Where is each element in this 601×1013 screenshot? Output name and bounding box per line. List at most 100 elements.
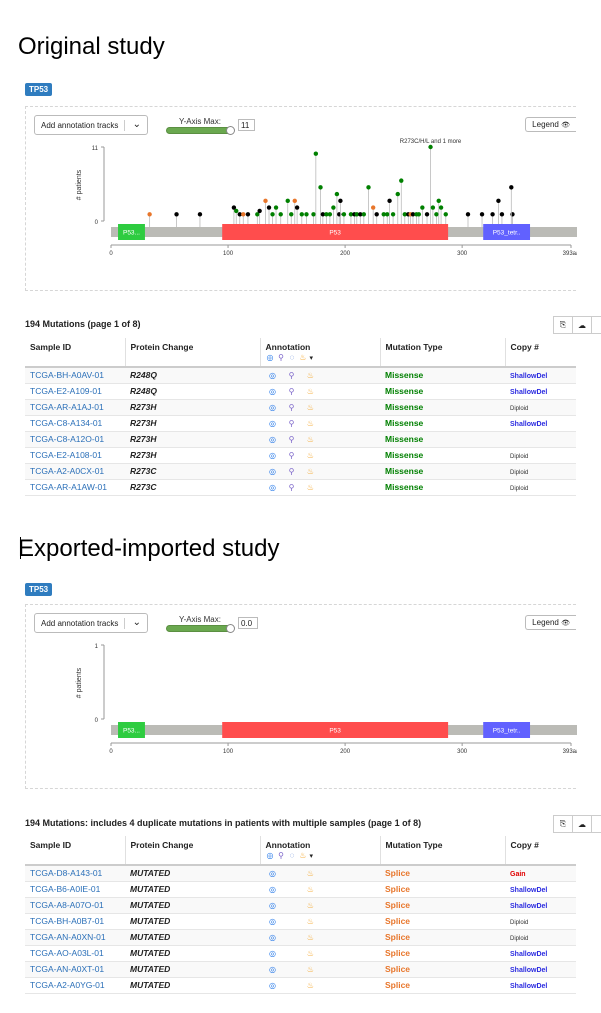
lollipop-head[interactable] [509, 185, 514, 190]
lollipop-head[interactable] [294, 205, 300, 210]
sample-id-link[interactable]: TCGA-A2-A0CX-01 [25, 463, 125, 480]
lollipop-head[interactable] [370, 205, 376, 210]
sample-id-link[interactable]: TCGA-C8-A134-01 [25, 415, 125, 432]
lollipop-head[interactable] [304, 212, 309, 217]
hot-icon[interactable]: ♨ [306, 387, 315, 396]
table-row[interactable]: TCGA-AO-A03L-01 MUTATED ◎ ♨ Splice ShallowDel [25, 945, 576, 962]
hot-icon[interactable]: ♨ [306, 949, 315, 958]
lollipop-head[interactable] [348, 212, 354, 217]
protein-change-header[interactable]: Protein Change [124, 836, 260, 866]
lollipop-head[interactable] [270, 212, 275, 217]
y-axis-max-input[interactable]: 11 [238, 119, 255, 131]
lollipop-head[interactable] [434, 212, 439, 217]
copy-button[interactable]: ⎘ [553, 815, 573, 833]
oncokb-icon[interactable]: ◎ [269, 483, 276, 492]
mutation-type-header[interactable]: Mutation Type [379, 836, 505, 866]
sample-id-link[interactable]: TCGA-E2-A109-01 [25, 383, 125, 400]
protein-domain[interactable] [118, 722, 145, 738]
myvariant-icon[interactable]: ◌ [289, 353, 295, 362]
lollipop-head[interactable] [366, 185, 371, 190]
oncokb-icon[interactable]: ◎ [269, 885, 276, 894]
lollipop-head[interactable] [395, 191, 400, 197]
sample-id-link[interactable]: TCGA-A2-A0YG-01 [25, 977, 125, 994]
lollipop-head[interactable] [499, 212, 505, 217]
civic-icon[interactable]: ⚲ [278, 851, 284, 860]
table-row[interactable]: TCGA-C8-A134-01 R273H ◎ ⚲ ♨ Missense ShallowDe… [25, 415, 576, 432]
hot-icon[interactable]: ♨ [306, 451, 315, 460]
hot-icon[interactable]: ♨ [306, 965, 315, 974]
annotation-tracks-select[interactable]: Add annotation tracks ⌄ [34, 115, 148, 135]
table-row[interactable]: TCGA-AR-A1AW-01 R273C ◎ ⚲ ♨ Missense Diploid [25, 479, 576, 496]
oncokb-icon[interactable]: ◎ [269, 435, 276, 444]
lollipop-head[interactable] [424, 212, 430, 217]
lollipop-head[interactable] [479, 212, 485, 217]
lollipop-head[interactable] [147, 212, 152, 217]
hot-icon[interactable]: ♨ [306, 371, 315, 381]
sample-id-link[interactable]: TCGA-BH-A0AV-01 [25, 367, 125, 384]
hot-icon[interactable]: ♨ [306, 483, 315, 492]
protein-domain[interactable] [483, 224, 531, 240]
hot-icon[interactable]: ♨ [306, 403, 315, 412]
sample-id-header[interactable]: Sample ID [25, 836, 125, 866]
protein-change-header[interactable]: Protein Change [124, 338, 260, 368]
hot-icon[interactable]: ♨ [306, 981, 315, 990]
lollipop-head[interactable] [420, 205, 425, 210]
lollipop-head[interactable] [257, 208, 262, 214]
lollipop-head[interactable] [341, 212, 347, 217]
lollipop-head[interactable] [318, 185, 323, 190]
protein-domain[interactable] [222, 722, 449, 738]
sample-id-header[interactable]: Sample ID [25, 338, 125, 368]
lollipop-head[interactable] [390, 212, 396, 217]
lollipop-head[interactable] [234, 208, 239, 214]
oncokb-icon[interactable]: ◎ [266, 851, 274, 860]
slider-handle[interactable] [226, 624, 235, 633]
lollipop-head[interactable] [334, 191, 340, 197]
protein-domain[interactable] [483, 722, 531, 738]
lollipop-head[interactable] [197, 212, 203, 217]
lollipop-head[interactable] [496, 198, 501, 204]
lollipop-head[interactable] [354, 212, 360, 217]
lollipop-head[interactable] [465, 212, 471, 217]
copy-number-header[interactable]: Copy # [504, 836, 576, 866]
table-row[interactable]: TCGA-C8-A12O-01 R273H ◎ ⚲ ♨ Missense [25, 431, 576, 448]
sample-id-link[interactable]: TCGA-B6-A0IE-01 [25, 881, 125, 898]
copy-number-header[interactable]: Copy # [504, 338, 576, 368]
legend-button[interactable]: Legend 👁 [525, 615, 576, 630]
annotation-header[interactable]: Annotation ◎ ⚲ ◌ ♨ ▾ [259, 338, 380, 368]
chevron-down-icon[interactable]: ⌄ [132, 617, 141, 628]
hot-icon[interactable]: ♨ [306, 419, 315, 428]
hot-icon[interactable]: ♨ [306, 901, 315, 910]
columns-button[interactable] [591, 316, 601, 334]
protein-domain[interactable] [118, 224, 145, 240]
hot-icon[interactable]: ♨ [299, 353, 307, 362]
oncokb-icon[interactable]: ◎ [269, 451, 276, 460]
sample-id-link[interactable]: TCGA-C8-A12O-01 [25, 431, 125, 448]
hot-icon[interactable]: ♨ [306, 467, 315, 476]
lollipop-head[interactable] [387, 198, 392, 204]
table-row[interactable]: TCGA-AR-A1AJ-01 R273H ◎ ⚲ ♨ Missense Diploid [25, 399, 576, 416]
y-axis-max-slider[interactable] [166, 127, 234, 134]
gene-badge[interactable]: TP53 [25, 583, 53, 596]
civic-icon[interactable]: ⚲ [288, 419, 295, 428]
oncokb-icon[interactable]: ◎ [269, 901, 276, 910]
lollipop-head[interactable] [428, 144, 433, 150]
chevron-down-icon[interactable]: ⌄ [132, 119, 141, 130]
lollipop-head[interactable] [358, 212, 363, 217]
table-row[interactable]: TCGA-BH-A0AV-01 R248Q ◎ ⚲ ♨ Missense ShallowDe… [25, 367, 576, 384]
sample-id-link[interactable]: TCGA-BH-A0B7-01 [25, 913, 125, 930]
oncokb-icon[interactable]: ◎ [269, 965, 276, 974]
lollipop-head[interactable] [402, 212, 407, 217]
hot-icon[interactable]: ♨ [306, 435, 315, 444]
hot-icon[interactable]: ♨ [306, 933, 315, 942]
sample-id-link[interactable]: TCGA-AR-A1AW-01 [25, 479, 125, 496]
lollipop-head[interactable] [385, 212, 390, 217]
lollipop-head[interactable] [436, 198, 441, 204]
oncokb-icon[interactable]: ◎ [269, 419, 276, 428]
sample-id-link[interactable]: TCGA-D8-A143-01 [25, 865, 125, 882]
table-row[interactable]: TCGA-B6-A0IE-01 MUTATED ◎ ♨ Splice ShallowDel [25, 881, 576, 898]
table-row[interactable]: TCGA-A8-A07O-01 MUTATED ◎ ♨ Splice ShallowDel [25, 897, 576, 914]
sort-caret-icon[interactable]: ▾ [309, 853, 314, 860]
lollipop-head[interactable] [399, 178, 404, 183]
sort-caret-icon[interactable]: ▾ [309, 355, 314, 362]
legend-button[interactable]: Legend 👁 [525, 117, 576, 132]
